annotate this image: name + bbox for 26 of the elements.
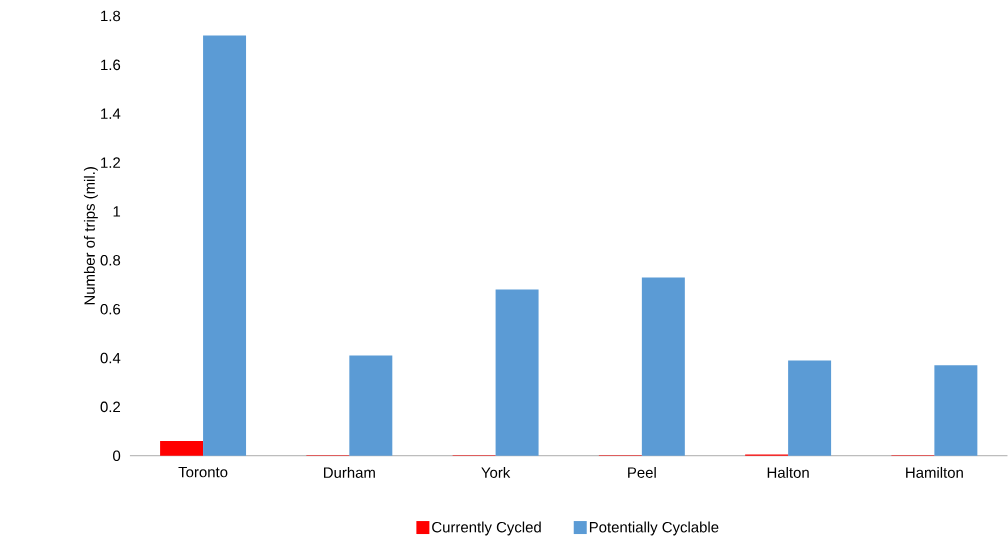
x-tick-label: Toronto [178,467,228,478]
y-tick-label: 1.4 [101,108,121,119]
x-tick-label: York [481,467,511,479]
bar [934,365,978,456]
x-tick-label: Peel [628,467,656,479]
bar [160,441,204,456]
y-tick-label: 0 [113,450,121,462]
bar [788,360,832,456]
bar [203,35,247,456]
bar [349,355,393,456]
y-tick-label: 1.8 [101,10,121,22]
y-tick-label: 1 [113,206,121,217]
legend-label: Currently Cycled [432,521,541,536]
x-tick-label: Hamilton [906,467,963,479]
y-tick-label: 1.6 [101,59,121,71]
bar [641,277,685,456]
x-tick-label: Halton [767,467,809,479]
y-tick-label: 1.2 [101,157,121,168]
y-tick-label: 0.6 [100,304,121,315]
y-tick-label: 0.8 [100,255,121,266]
x-tick-label: Durham [323,467,375,479]
legend-label: Potentially Cyclable [589,521,719,536]
bar [495,289,539,456]
y-tick-label: 0.2 [100,401,121,413]
y-axis-title: Number of trips (mil.) [83,167,98,305]
y-tick-label: 0.4 [100,352,121,364]
